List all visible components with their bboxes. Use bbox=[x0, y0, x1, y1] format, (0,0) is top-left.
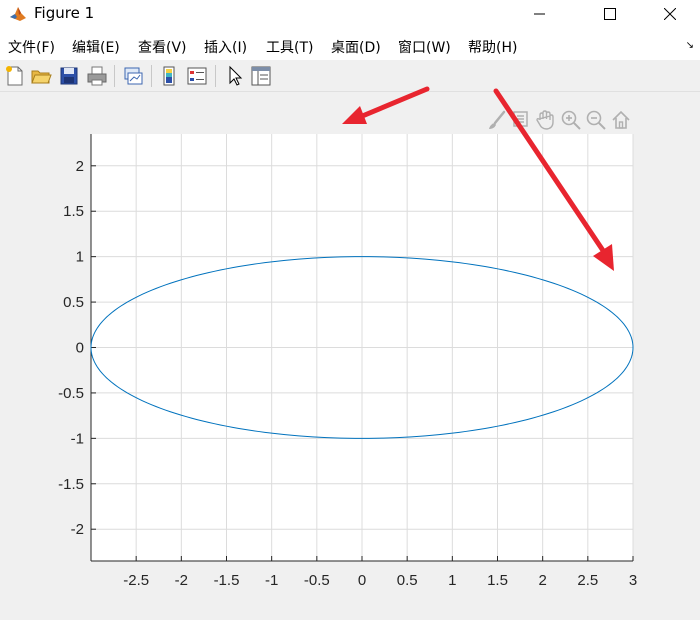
x-tick-label: 3 bbox=[629, 572, 637, 589]
insert-colorbar-icon[interactable] bbox=[159, 65, 181, 87]
home-icon[interactable] bbox=[610, 109, 632, 131]
close-icon bbox=[664, 8, 676, 20]
maximize-button[interactable] bbox=[587, 0, 633, 28]
menu-window[interactable]: 窗口(W) bbox=[398, 40, 451, 56]
ellipse-curve bbox=[90, 256, 634, 439]
menu-file[interactable]: 文件(F) bbox=[8, 40, 55, 56]
close-button[interactable] bbox=[647, 0, 693, 28]
y-tick-label: 1.5 bbox=[63, 203, 84, 220]
x-tick-label: 0.5 bbox=[397, 572, 418, 589]
x-tick-label: 1 bbox=[448, 572, 456, 589]
title-bar: Figure 1 bbox=[0, 0, 700, 28]
menu-desktop[interactable]: 桌面(D) bbox=[331, 40, 381, 56]
maximize-icon bbox=[604, 8, 616, 20]
y-tick-label: 2 bbox=[76, 158, 84, 175]
matlab-icon bbox=[9, 5, 27, 23]
x-tick-label: 0 bbox=[358, 572, 366, 589]
y-tick-label: 0 bbox=[76, 340, 84, 357]
menu-insert[interactable]: 插入(I) bbox=[204, 40, 248, 56]
property-inspector-icon[interactable] bbox=[250, 65, 272, 87]
new-figure-icon[interactable] bbox=[4, 65, 26, 87]
figure-toolbar bbox=[0, 60, 700, 92]
x-tick-label: 2 bbox=[538, 572, 546, 589]
link-plot-icon[interactable] bbox=[122, 65, 144, 87]
minimize-icon bbox=[534, 13, 545, 15]
insert-legend-icon[interactable] bbox=[186, 65, 208, 87]
menu-edit[interactable]: 编辑(E) bbox=[72, 40, 120, 56]
y-tick-label: -1 bbox=[71, 430, 84, 447]
menu-view[interactable]: 查看(V) bbox=[138, 40, 187, 56]
x-tick-label: 2.5 bbox=[577, 572, 598, 589]
x-tick-label: -1 bbox=[265, 572, 278, 589]
minimize-button[interactable] bbox=[517, 0, 563, 28]
y-tick-label: 0.5 bbox=[63, 294, 84, 311]
y-tick-label: 1 bbox=[76, 249, 84, 266]
toolbar-separator bbox=[215, 65, 216, 87]
toolbar-separator bbox=[114, 65, 115, 87]
toolbar-separator bbox=[151, 65, 152, 87]
y-tick-label: -0.5 bbox=[58, 385, 84, 402]
x-tick-label: -2 bbox=[175, 572, 188, 589]
save-icon[interactable] bbox=[58, 65, 80, 87]
y-tick-label: -2 bbox=[71, 521, 84, 538]
y-tick-label: -1.5 bbox=[58, 476, 84, 493]
print-icon[interactable] bbox=[86, 65, 108, 87]
dock-arrow-icon[interactable]: ↘ bbox=[685, 40, 694, 51]
menu-bar: 文件(F) 编辑(E) 查看(V) 插入(I) 工具(T) 桌面(D) 窗口(W… bbox=[0, 28, 700, 60]
x-tick-label: 1.5 bbox=[487, 572, 508, 589]
menu-tools[interactable]: 工具(T) bbox=[266, 40, 314, 56]
window-title: Figure 1 bbox=[34, 4, 95, 22]
menu-help[interactable]: 帮助(H) bbox=[468, 40, 518, 56]
open-file-icon[interactable] bbox=[30, 65, 52, 87]
x-tick-label: -0.5 bbox=[304, 572, 330, 589]
x-tick-label: -2.5 bbox=[123, 572, 149, 589]
edit-plot-icon[interactable] bbox=[225, 65, 247, 87]
x-tick-label: -1.5 bbox=[214, 572, 240, 589]
